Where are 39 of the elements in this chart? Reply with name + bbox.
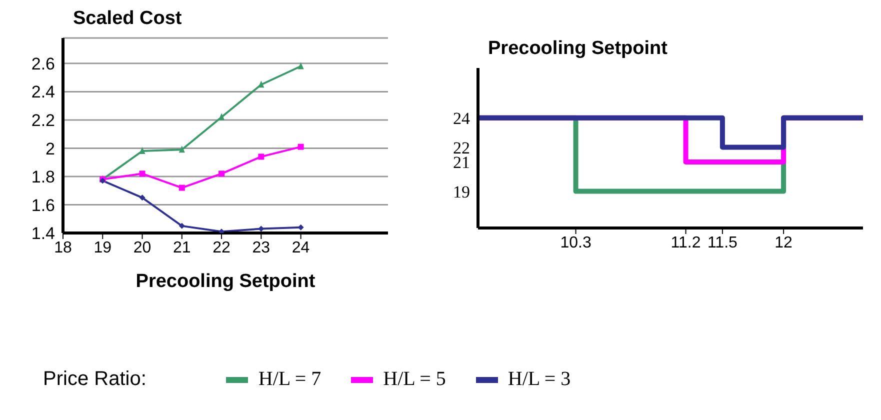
legend-label: H/L = 3 xyxy=(506,368,571,391)
y-tick-label: 19 xyxy=(453,182,470,202)
point xyxy=(298,144,304,150)
point xyxy=(178,184,185,191)
y-tick-label: 2.6 xyxy=(31,54,55,74)
legend-title: Price Ratio: xyxy=(43,368,146,391)
legend-label: H/L = 5 xyxy=(382,368,446,391)
x-tick-label: 12 xyxy=(774,234,793,252)
x-tick-label: 20 xyxy=(133,239,152,256)
y-tick-label: 1.4 xyxy=(31,224,55,244)
point xyxy=(218,113,225,120)
x-tick-label: 22 xyxy=(212,239,231,256)
x-tick-label: 21 xyxy=(173,239,191,256)
y-tick-label: 2.4 xyxy=(31,82,55,102)
x-tick-label: 19 xyxy=(94,239,112,256)
point xyxy=(178,222,185,229)
point xyxy=(298,62,304,70)
y-axis-title: Precooling Setpoint xyxy=(488,38,668,60)
legend-label: H/L = 7 xyxy=(257,368,322,391)
x-axis-title: Precooling Setpoint xyxy=(134,271,316,293)
point xyxy=(218,170,225,177)
x-tick-label: 24 xyxy=(292,239,310,256)
y-axis-title: Scaled Cost xyxy=(73,8,182,30)
y-tick-label: 24 xyxy=(453,108,470,128)
point xyxy=(139,194,146,201)
x-tick-label: 10.3 xyxy=(560,234,592,252)
y-tick-label: 1.6 xyxy=(31,196,55,215)
y-tick-label: 2.2 xyxy=(31,110,55,130)
point xyxy=(139,170,146,177)
x-tick-label: 18 xyxy=(54,239,72,256)
y-tick-label: 2 xyxy=(46,139,55,158)
point xyxy=(258,80,264,88)
y-tick-label: 1.8 xyxy=(31,168,55,187)
point xyxy=(258,154,264,160)
x-tick-label: 11.2 xyxy=(670,234,701,252)
point xyxy=(139,147,146,154)
x-tick-label: 11.5 xyxy=(707,234,738,252)
point xyxy=(178,146,185,153)
x-tick-label: 23 xyxy=(252,239,270,256)
